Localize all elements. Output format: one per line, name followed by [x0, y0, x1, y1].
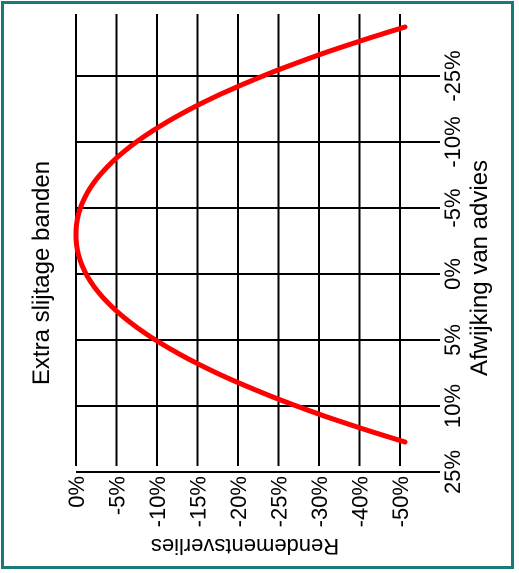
y-tick-label: -30%: [307, 476, 332, 527]
x-tick-label: 0%: [440, 258, 465, 290]
x-tick-label: -5%: [440, 188, 465, 227]
x-tick-labels: -25% -10% -5% 0% 5% 10% 25%: [440, 50, 465, 494]
x-tick-label: 5%: [440, 324, 465, 356]
y-tick-labels: 0% -5% -10% -15% -20% -25% -30% -40% -50%: [64, 476, 413, 527]
series-curve: [73, 24, 408, 445]
side-label: Extra slijtage banden: [28, 161, 55, 385]
y-tick-label: -20%: [226, 476, 251, 527]
x-tick-label: -25%: [440, 50, 465, 101]
x-tick-label: 25%: [440, 450, 465, 494]
y-tick-label: -25%: [267, 476, 292, 527]
y-tick-label: -50%: [388, 476, 413, 527]
curve-group: [73, 24, 408, 445]
x-tick-label: -10%: [440, 116, 465, 167]
y-tick-label: -10%: [145, 476, 170, 527]
chart-frame: [1, 1, 514, 569]
x-tick-label: 10%: [440, 384, 465, 428]
y-tick-label: -5%: [105, 476, 130, 515]
x-axis-label: Afwijking van advies: [466, 160, 493, 376]
y-tick-label: -40%: [348, 476, 373, 527]
y-tick-label: -15%: [186, 476, 211, 527]
y-tick-label: 0%: [64, 476, 89, 508]
grid: [75, 14, 440, 473]
y-axis-label: Rendementsverlies: [151, 534, 339, 559]
